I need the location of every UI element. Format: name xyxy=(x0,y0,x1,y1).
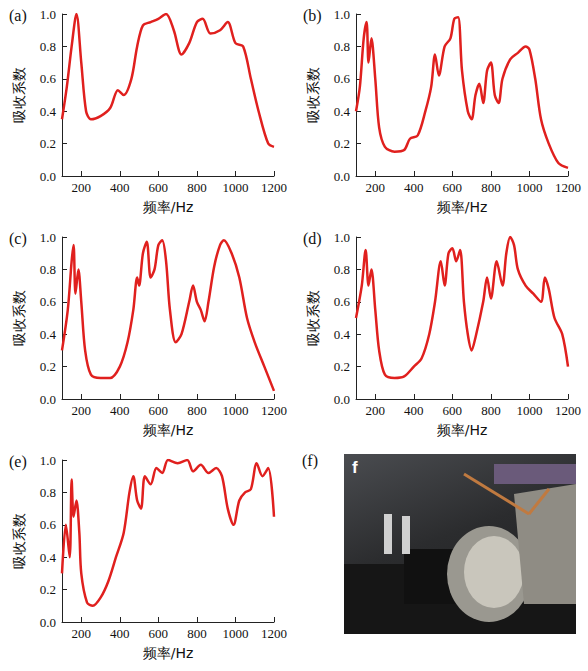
svg-text:0.0: 0.0 xyxy=(40,169,56,184)
svg-text:600: 600 xyxy=(149,403,169,418)
svg-text:0.0: 0.0 xyxy=(334,392,350,407)
svg-text:频率/Hz: 频率/Hz xyxy=(437,422,488,438)
svg-text:0.0: 0.0 xyxy=(40,392,56,407)
svg-text:吸收系数: 吸收系数 xyxy=(11,67,27,123)
svg-text:1200: 1200 xyxy=(261,626,287,641)
svg-text:0.2: 0.2 xyxy=(334,359,350,374)
svg-text:200: 200 xyxy=(366,403,386,418)
svg-text:0.6: 0.6 xyxy=(40,517,57,532)
svg-text:频率/Hz: 频率/Hz xyxy=(143,645,194,661)
svg-text:1.0: 1.0 xyxy=(334,230,350,245)
svg-text:0.6: 0.6 xyxy=(334,71,351,86)
svg-text:(c): (c) xyxy=(9,230,27,248)
svg-text:频率/Hz: 频率/Hz xyxy=(143,422,194,438)
svg-text:频率/Hz: 频率/Hz xyxy=(143,199,194,215)
svg-text:1.0: 1.0 xyxy=(40,230,56,245)
svg-text:400: 400 xyxy=(110,403,130,418)
svg-text:1000: 1000 xyxy=(516,180,542,195)
svg-text:400: 400 xyxy=(404,403,424,418)
svg-text:(a): (a) xyxy=(9,7,27,25)
svg-text:600: 600 xyxy=(443,180,463,195)
svg-text:0.2: 0.2 xyxy=(40,582,56,597)
svg-text:0.6: 0.6 xyxy=(40,294,57,309)
svg-text:0.4: 0.4 xyxy=(40,327,57,342)
svg-text:800: 800 xyxy=(187,403,207,418)
svg-text:400: 400 xyxy=(110,626,130,641)
html-text:(f): (f) xyxy=(302,452,318,469)
svg-text:吸收系数: 吸收系数 xyxy=(11,513,27,569)
svg-text:0.0: 0.0 xyxy=(40,615,56,630)
svg-text:1200: 1200 xyxy=(261,180,287,195)
svg-text:1000: 1000 xyxy=(222,180,248,195)
svg-text:800: 800 xyxy=(187,180,207,195)
svg-text:1.0: 1.0 xyxy=(40,453,56,468)
svg-text:1.0: 1.0 xyxy=(334,7,350,22)
svg-text:吸收系数: 吸收系数 xyxy=(305,290,321,346)
svg-text:200: 200 xyxy=(366,180,386,195)
svg-text:800: 800 xyxy=(187,626,207,641)
svg-text:0.4: 0.4 xyxy=(334,104,351,119)
svg-text:1000: 1000 xyxy=(222,626,248,641)
svg-text:200: 200 xyxy=(72,180,92,195)
svg-text:吸收系数: 吸收系数 xyxy=(305,67,321,123)
svg-text:(d): (d) xyxy=(303,230,322,248)
svg-text:0.8: 0.8 xyxy=(40,39,56,54)
svg-text:600: 600 xyxy=(443,403,463,418)
svg-text:0.2: 0.2 xyxy=(334,136,350,151)
svg-text:(b): (b) xyxy=(303,7,322,25)
svg-text:0.4: 0.4 xyxy=(334,327,351,342)
svg-text:1.0: 1.0 xyxy=(40,7,56,22)
svg-text:600: 600 xyxy=(149,180,169,195)
html-text:f: f xyxy=(352,458,358,477)
svg-text:800: 800 xyxy=(481,180,501,195)
svg-text:0.6: 0.6 xyxy=(40,71,57,86)
svg-text:0.8: 0.8 xyxy=(334,262,350,277)
svg-text:600: 600 xyxy=(149,626,169,641)
svg-text:0.4: 0.4 xyxy=(40,104,57,119)
svg-text:200: 200 xyxy=(72,403,92,418)
svg-text:吸收系数: 吸收系数 xyxy=(11,290,27,346)
svg-text:800: 800 xyxy=(481,403,501,418)
svg-text:0.4: 0.4 xyxy=(40,550,57,565)
svg-text:200: 200 xyxy=(72,626,92,641)
svg-text:(e): (e) xyxy=(9,453,27,471)
svg-text:1200: 1200 xyxy=(555,403,581,418)
svg-text:0.2: 0.2 xyxy=(40,136,56,151)
svg-text:0.8: 0.8 xyxy=(40,262,56,277)
svg-text:1000: 1000 xyxy=(222,403,248,418)
svg-text:1000: 1000 xyxy=(516,403,542,418)
svg-text:0.2: 0.2 xyxy=(40,359,56,374)
svg-text:频率/Hz: 频率/Hz xyxy=(437,199,488,215)
svg-text:0.6: 0.6 xyxy=(334,294,351,309)
svg-text:400: 400 xyxy=(404,180,424,195)
svg-text:0.8: 0.8 xyxy=(40,485,56,500)
svg-text:1200: 1200 xyxy=(261,403,287,418)
svg-text:0.8: 0.8 xyxy=(334,39,350,54)
svg-text:1200: 1200 xyxy=(555,180,581,195)
svg-text:0.0: 0.0 xyxy=(334,169,350,184)
svg-text:400: 400 xyxy=(110,180,130,195)
